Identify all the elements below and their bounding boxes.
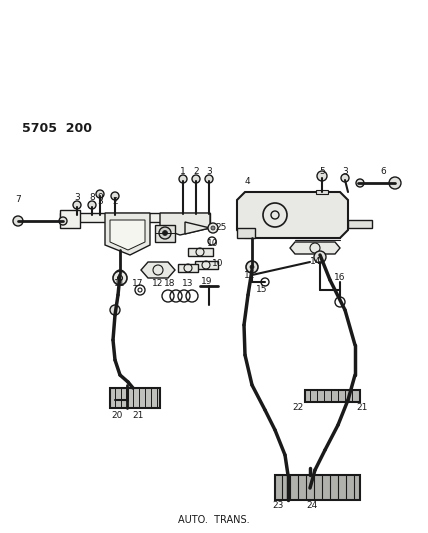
Text: 21: 21: [132, 410, 144, 419]
Circle shape: [88, 201, 96, 209]
Circle shape: [110, 305, 120, 315]
Text: 11: 11: [114, 279, 126, 288]
Text: 23: 23: [272, 502, 284, 511]
Text: 19: 19: [201, 277, 213, 286]
Text: 22: 22: [292, 402, 303, 411]
Circle shape: [211, 226, 215, 230]
Circle shape: [179, 175, 187, 183]
Text: 16: 16: [334, 273, 346, 282]
Text: 25: 25: [215, 222, 227, 231]
Text: 12: 12: [152, 279, 163, 288]
Polygon shape: [60, 213, 210, 222]
Text: AUTO.  TRANS.: AUTO. TRANS.: [178, 515, 250, 525]
Text: 20: 20: [111, 410, 123, 419]
Text: 15: 15: [256, 285, 268, 294]
Text: 21: 21: [357, 402, 368, 411]
Circle shape: [163, 230, 167, 236]
Text: 10: 10: [212, 259, 224, 268]
Text: 4: 4: [244, 177, 250, 187]
Circle shape: [115, 270, 125, 280]
Text: 14: 14: [310, 257, 322, 266]
Polygon shape: [178, 264, 198, 272]
Polygon shape: [316, 190, 328, 194]
Circle shape: [73, 201, 81, 209]
Text: 3: 3: [97, 198, 103, 206]
Text: 10: 10: [207, 239, 219, 248]
Polygon shape: [185, 222, 210, 234]
Text: 1: 1: [180, 167, 186, 176]
Circle shape: [192, 175, 200, 183]
Text: 9: 9: [97, 192, 103, 201]
Text: 11: 11: [244, 271, 256, 279]
Circle shape: [314, 251, 326, 263]
Polygon shape: [155, 225, 175, 242]
Text: 17: 17: [132, 279, 144, 287]
Polygon shape: [237, 228, 255, 238]
Polygon shape: [275, 475, 360, 500]
Polygon shape: [105, 213, 150, 255]
Polygon shape: [237, 192, 348, 238]
Circle shape: [317, 171, 327, 181]
Circle shape: [389, 177, 401, 189]
Text: 24: 24: [306, 502, 318, 511]
Circle shape: [341, 174, 349, 182]
Polygon shape: [110, 388, 160, 408]
Circle shape: [111, 192, 119, 200]
Text: 5: 5: [319, 166, 325, 175]
Circle shape: [96, 190, 104, 198]
Circle shape: [13, 216, 23, 226]
Text: 13: 13: [182, 279, 194, 287]
Polygon shape: [188, 248, 213, 256]
Circle shape: [59, 217, 67, 225]
Text: 3: 3: [206, 167, 212, 176]
Text: 6: 6: [380, 167, 386, 176]
Text: 3: 3: [342, 166, 348, 175]
Polygon shape: [348, 220, 372, 228]
Circle shape: [159, 227, 171, 239]
Text: 2: 2: [112, 198, 118, 206]
Text: 5705  200: 5705 200: [22, 122, 92, 134]
Text: 8: 8: [89, 192, 95, 201]
Text: 3: 3: [74, 192, 80, 201]
Text: 18: 18: [164, 279, 176, 287]
Polygon shape: [160, 213, 210, 235]
Polygon shape: [290, 242, 340, 254]
Circle shape: [246, 261, 258, 273]
Polygon shape: [305, 390, 360, 402]
Circle shape: [208, 223, 218, 233]
Circle shape: [113, 271, 127, 285]
Polygon shape: [195, 261, 218, 269]
Text: 7: 7: [15, 196, 21, 205]
Polygon shape: [141, 262, 175, 278]
Polygon shape: [60, 210, 80, 228]
Circle shape: [356, 179, 364, 187]
Circle shape: [205, 175, 213, 183]
Polygon shape: [110, 220, 145, 250]
Text: 2: 2: [193, 167, 199, 176]
Circle shape: [250, 265, 254, 269]
